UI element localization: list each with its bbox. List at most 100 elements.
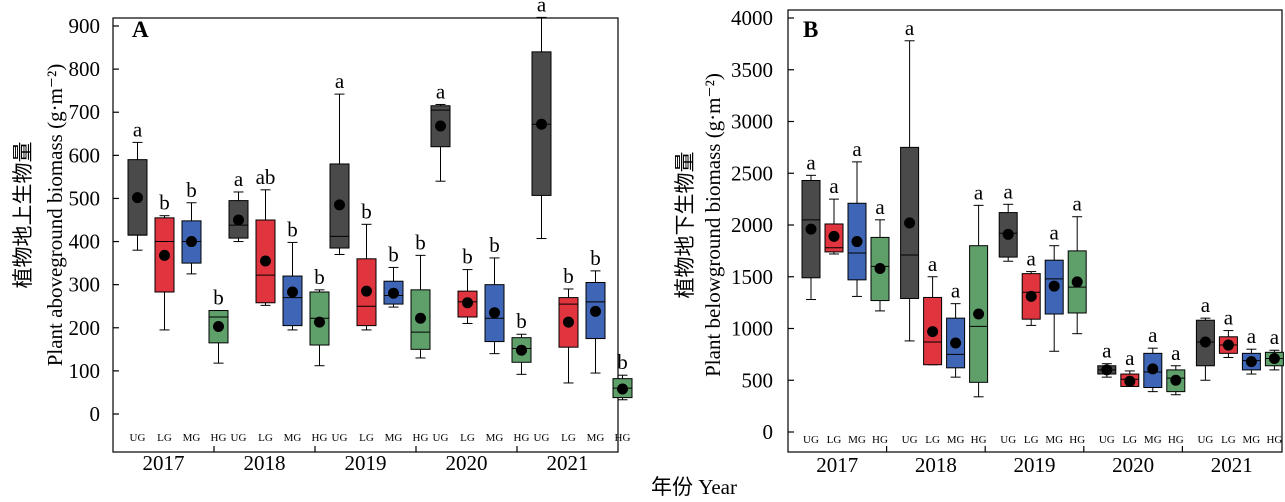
y-tick-label: 0 [90, 402, 101, 426]
mean-point [927, 326, 939, 338]
mean-point [435, 120, 446, 132]
y-tick-label: 0 [763, 420, 774, 444]
significance-letter: a [436, 79, 446, 103]
significance-letter: b [590, 246, 601, 270]
mean-point [874, 262, 886, 274]
mean-point [1025, 290, 1037, 302]
group-label: UG [231, 432, 247, 444]
significance-letter: a [335, 69, 345, 93]
group-label: HG [971, 434, 987, 446]
significance-letter: b [563, 264, 574, 288]
significance-letter: a [1125, 346, 1135, 370]
y-tick-label: 200 [69, 316, 101, 340]
group-label: UG [902, 434, 918, 446]
mean-point [334, 199, 345, 211]
significance-letter: a [1171, 341, 1181, 365]
significance-letter: a [133, 117, 143, 141]
mean-point [260, 255, 271, 267]
significance-letter: ab [256, 165, 276, 189]
mean-point [1101, 364, 1113, 376]
significance-letter: a [829, 174, 839, 198]
mean-point [536, 118, 547, 130]
mean-point [1245, 356, 1257, 368]
group-label: MG [848, 434, 866, 446]
group-label: UG [534, 432, 550, 444]
significance-letter: a [1224, 306, 1234, 330]
group-label: HG [413, 432, 429, 444]
significance-letter: a [537, 0, 547, 16]
y-tick-label: 4000 [731, 6, 773, 30]
group-label: LG [258, 432, 273, 444]
significance-letter: b [516, 309, 527, 333]
panel-a-aboveground-chart: 0 100 200 300 400 500 600 700 800 900 植物地上生物量 Plant… [11, 0, 633, 475]
group-label: MG [385, 432, 403, 444]
mean-point [489, 307, 500, 319]
mean-point [590, 305, 601, 317]
y-tick-label: 1500 [731, 265, 773, 289]
group-label: HG [514, 432, 530, 444]
group-label: LG [1122, 434, 1137, 446]
significance-letter: a [1270, 325, 1280, 349]
group-label: LG [925, 434, 940, 446]
group-label: HG [1266, 434, 1282, 446]
year-label: 2020 [1112, 453, 1154, 477]
group-label: MG [284, 432, 302, 444]
mean-point [159, 249, 170, 261]
group-label: MG [1243, 434, 1261, 446]
y-axis-title-chinese: 植物地上生物量 [11, 142, 35, 289]
significance-letter: b [186, 178, 197, 202]
significance-letter: a [852, 137, 862, 161]
year-label: 2017 [816, 453, 858, 477]
y-tick-label: 600 [69, 143, 101, 167]
y-tick-label: 2500 [731, 161, 773, 185]
x-axis-title: 年份 Year [651, 475, 737, 499]
mean-point [1199, 336, 1211, 348]
significance-letter: b [159, 191, 170, 215]
group-label: MG [1045, 434, 1063, 446]
mean-point [805, 223, 817, 235]
year-label: 2018 [244, 451, 286, 475]
group-label: UG [332, 432, 348, 444]
mean-point [314, 316, 325, 328]
mean-point [950, 337, 962, 349]
mean-point [361, 285, 372, 297]
group-label: UG [1000, 434, 1016, 446]
group-label: UG [433, 432, 449, 444]
group-label: HG [312, 432, 328, 444]
year-label: 2018 [915, 453, 957, 477]
mean-point [388, 287, 399, 299]
group-label: LG [359, 432, 374, 444]
significance-letter: b [361, 199, 372, 223]
significance-letter: a [928, 252, 938, 276]
significance-letter: b [617, 350, 628, 374]
mean-point [904, 217, 916, 229]
significance-letter: b [489, 233, 500, 257]
panel-b-belowground-chart: 0 500 1000 1500 2000 2500 3000 3500 4000 植物地下生物量 P… [673, 6, 1284, 477]
significance-letter: a [1050, 221, 1060, 245]
significance-letter: b [462, 245, 473, 269]
y-tick-label: 400 [69, 230, 101, 254]
plot-frame [787, 9, 1283, 453]
group-label: LG [561, 432, 576, 444]
mean-point [1222, 339, 1234, 351]
panel-letter: B [803, 17, 818, 42]
group-label: HG [615, 432, 631, 444]
mean-point [973, 308, 985, 320]
group-label: HG [1069, 434, 1085, 446]
mean-point [415, 312, 426, 324]
group-label: MG [183, 432, 201, 444]
significance-letter: a [1004, 179, 1014, 203]
y-tick-label: 3000 [731, 110, 773, 134]
significance-letter: a [1027, 247, 1037, 271]
y-tick-label: 500 [69, 186, 101, 210]
year-label: 2021 [547, 451, 589, 475]
mean-point [233, 214, 244, 226]
significance-letter: a [951, 279, 961, 303]
year-label: 2019 [1014, 453, 1056, 477]
group-label: UG [803, 434, 819, 446]
group-label: HG [872, 434, 888, 446]
mean-point [828, 230, 840, 242]
group-label: MG [947, 434, 965, 446]
y-tick-label: 2000 [731, 213, 773, 237]
